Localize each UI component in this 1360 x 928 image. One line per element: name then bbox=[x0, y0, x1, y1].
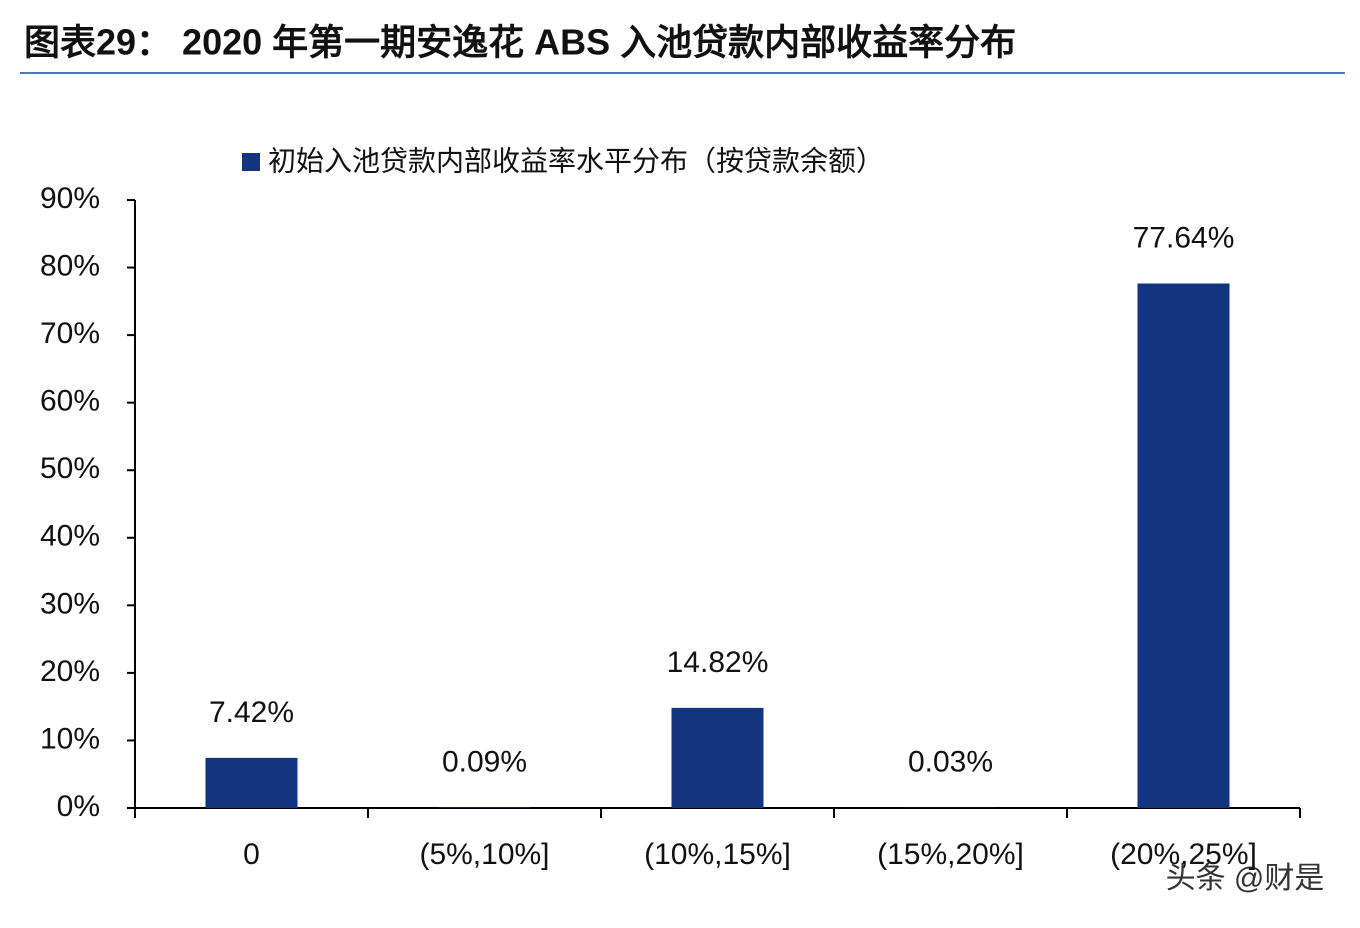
x-tick-label: (5%,10%] bbox=[419, 838, 549, 871]
value-label: 77.64% bbox=[1133, 221, 1235, 254]
value-label: 0.09% bbox=[442, 745, 527, 778]
legend-label: 初始入池贷款内部收益率水平分布（按贷款余额） bbox=[268, 145, 884, 176]
value-label: 14.82% bbox=[667, 646, 769, 679]
y-tick-label: 80% bbox=[40, 249, 100, 282]
bar bbox=[671, 707, 764, 808]
y-tick-label: 20% bbox=[40, 655, 100, 688]
x-tick-label: 0 bbox=[243, 838, 260, 871]
y-tick-label: 90% bbox=[40, 182, 100, 215]
value-label: 7.42% bbox=[209, 696, 294, 729]
y-tick-label: 40% bbox=[40, 520, 100, 553]
y-tick-label: 50% bbox=[40, 452, 100, 485]
y-tick-label: 70% bbox=[40, 317, 100, 350]
y-tick-label: 10% bbox=[40, 722, 100, 755]
bar bbox=[1137, 283, 1230, 808]
chart-title: 图表29： 2020 年第一期安逸花 ABS 入池贷款内部收益率分布 bbox=[24, 22, 1016, 63]
x-tick-label: (15%,20%] bbox=[877, 838, 1024, 871]
bar bbox=[438, 807, 531, 808]
x-tick-label: (20%,25%] bbox=[1110, 838, 1257, 871]
y-tick-label: 60% bbox=[40, 385, 100, 418]
bar bbox=[205, 757, 298, 808]
y-tick-label: 0% bbox=[57, 790, 100, 823]
watermark: 头条 @财是 bbox=[1166, 862, 1325, 895]
value-label: 0.03% bbox=[908, 746, 993, 779]
x-tick-label: (10%,15%] bbox=[644, 838, 791, 871]
y-tick-label: 30% bbox=[40, 587, 100, 620]
legend-swatch bbox=[242, 153, 260, 171]
